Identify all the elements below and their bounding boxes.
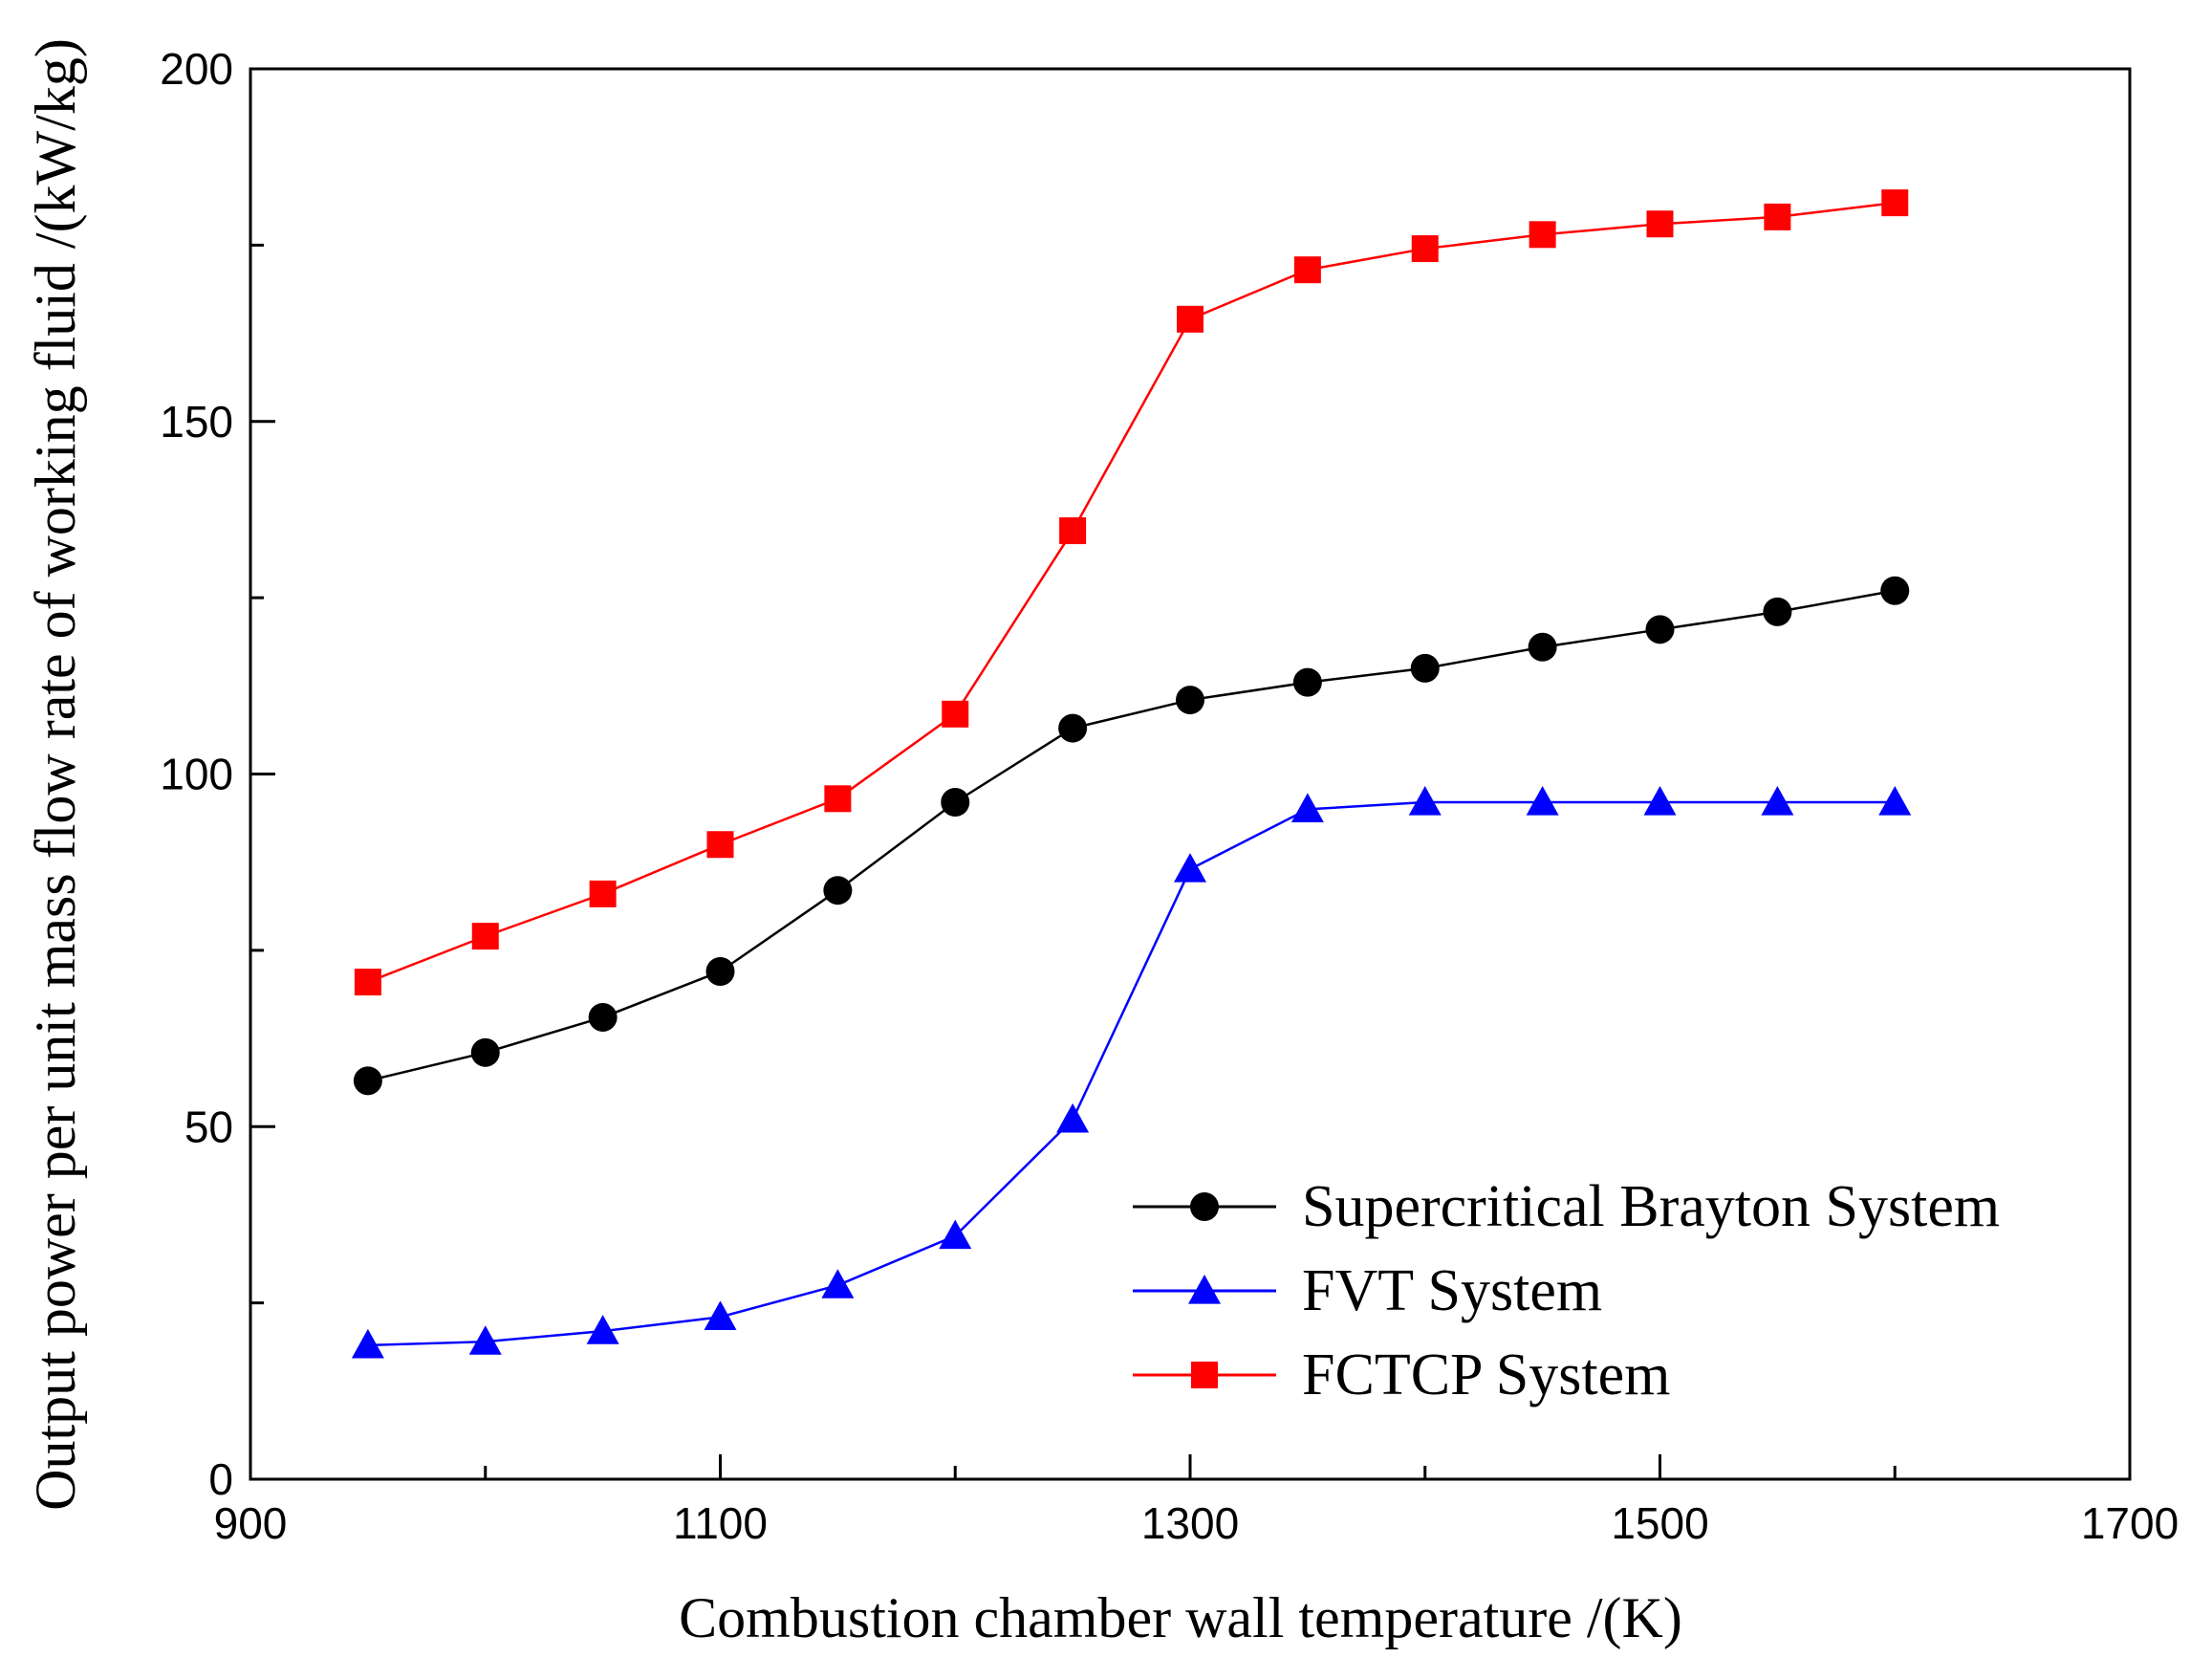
data-point <box>1526 786 1559 816</box>
data-point <box>939 1219 972 1250</box>
data-point <box>470 1037 500 1067</box>
data-point <box>1878 786 1912 816</box>
series-line <box>367 201 1896 984</box>
x-tick-label: 1500 <box>1611 1498 1708 1548</box>
series-1 <box>351 786 1912 1359</box>
data-point <box>941 788 970 817</box>
legend: Supercritical Brayton System FVT System FC… <box>1133 1174 2000 1407</box>
data-point <box>1880 576 1910 605</box>
legend-label: Supercritical Brayton System <box>1302 1174 2000 1239</box>
x-tick-label: 1700 <box>2081 1498 2179 1548</box>
data-point <box>1056 1102 1090 1133</box>
data-point <box>588 1002 618 1032</box>
series-layer <box>351 189 1912 1359</box>
data-point <box>1176 686 1204 715</box>
data-point <box>706 831 734 859</box>
data-point <box>1643 786 1677 816</box>
series-line <box>367 800 1896 1347</box>
data-point <box>1174 853 1206 883</box>
data-point <box>1410 653 1440 683</box>
y-tick-label: 200 <box>160 44 233 94</box>
data-point <box>351 1328 384 1359</box>
legend-label: FCTCP System <box>1302 1342 1670 1407</box>
data-point <box>705 957 735 986</box>
data-point <box>1764 203 1791 230</box>
data-point <box>1646 210 1674 238</box>
data-point <box>353 1066 382 1096</box>
data-point <box>1763 597 1792 626</box>
data-point <box>1528 632 1557 662</box>
axis-ticks: 900 1100 1300 1500 1700 0 50 100 150 200 <box>160 44 2179 1548</box>
y-axis-title: Output power per unit mass flow rate of … <box>24 38 87 1511</box>
legend-entry: FCTCP System <box>1133 1342 1670 1407</box>
legend-marker <box>1188 1275 1221 1304</box>
legend-marker <box>1191 1362 1218 1388</box>
data-point <box>821 1269 855 1298</box>
data-point <box>1529 221 1556 249</box>
data-point <box>1881 189 1909 217</box>
data-point <box>468 1325 502 1355</box>
data-point <box>824 785 852 813</box>
data-point <box>1293 256 1321 284</box>
data-point <box>354 969 381 996</box>
data-point <box>1761 786 1794 816</box>
legend-entry: FVT System <box>1133 1258 1602 1323</box>
y-tick-label: 0 <box>208 1454 233 1504</box>
y-tick-label: 50 <box>184 1102 233 1151</box>
y-tick-label: 100 <box>160 750 233 799</box>
legend-entry: Supercritical Brayton System <box>1133 1174 2000 1239</box>
data-point <box>1290 793 1324 822</box>
data-point <box>471 923 499 950</box>
data-point <box>1411 235 1439 263</box>
series-line <box>367 589 1896 1082</box>
x-tick-label: 900 <box>214 1498 288 1548</box>
x-tick-label: 1100 <box>673 1498 768 1548</box>
data-point <box>1177 305 1204 333</box>
y-tick-label: 150 <box>160 397 233 447</box>
data-point <box>942 700 969 728</box>
series-0 <box>353 576 1910 1096</box>
legend-label: FVT System <box>1302 1258 1602 1323</box>
series-2 <box>354 189 1909 996</box>
data-point <box>586 1315 619 1344</box>
x-tick-label: 1300 <box>1141 1498 1239 1548</box>
data-point <box>704 1300 737 1330</box>
data-point <box>1408 786 1442 816</box>
data-point <box>1645 615 1675 644</box>
data-point <box>1292 667 1322 697</box>
data-point <box>823 876 853 905</box>
plot-frame <box>249 67 2132 1481</box>
data-point <box>1058 713 1088 743</box>
legend-marker <box>1190 1192 1219 1221</box>
x-axis-title: Combustion chamber wall temperature /(K) <box>679 1586 1682 1649</box>
data-point <box>589 880 617 907</box>
data-point <box>1059 517 1087 545</box>
